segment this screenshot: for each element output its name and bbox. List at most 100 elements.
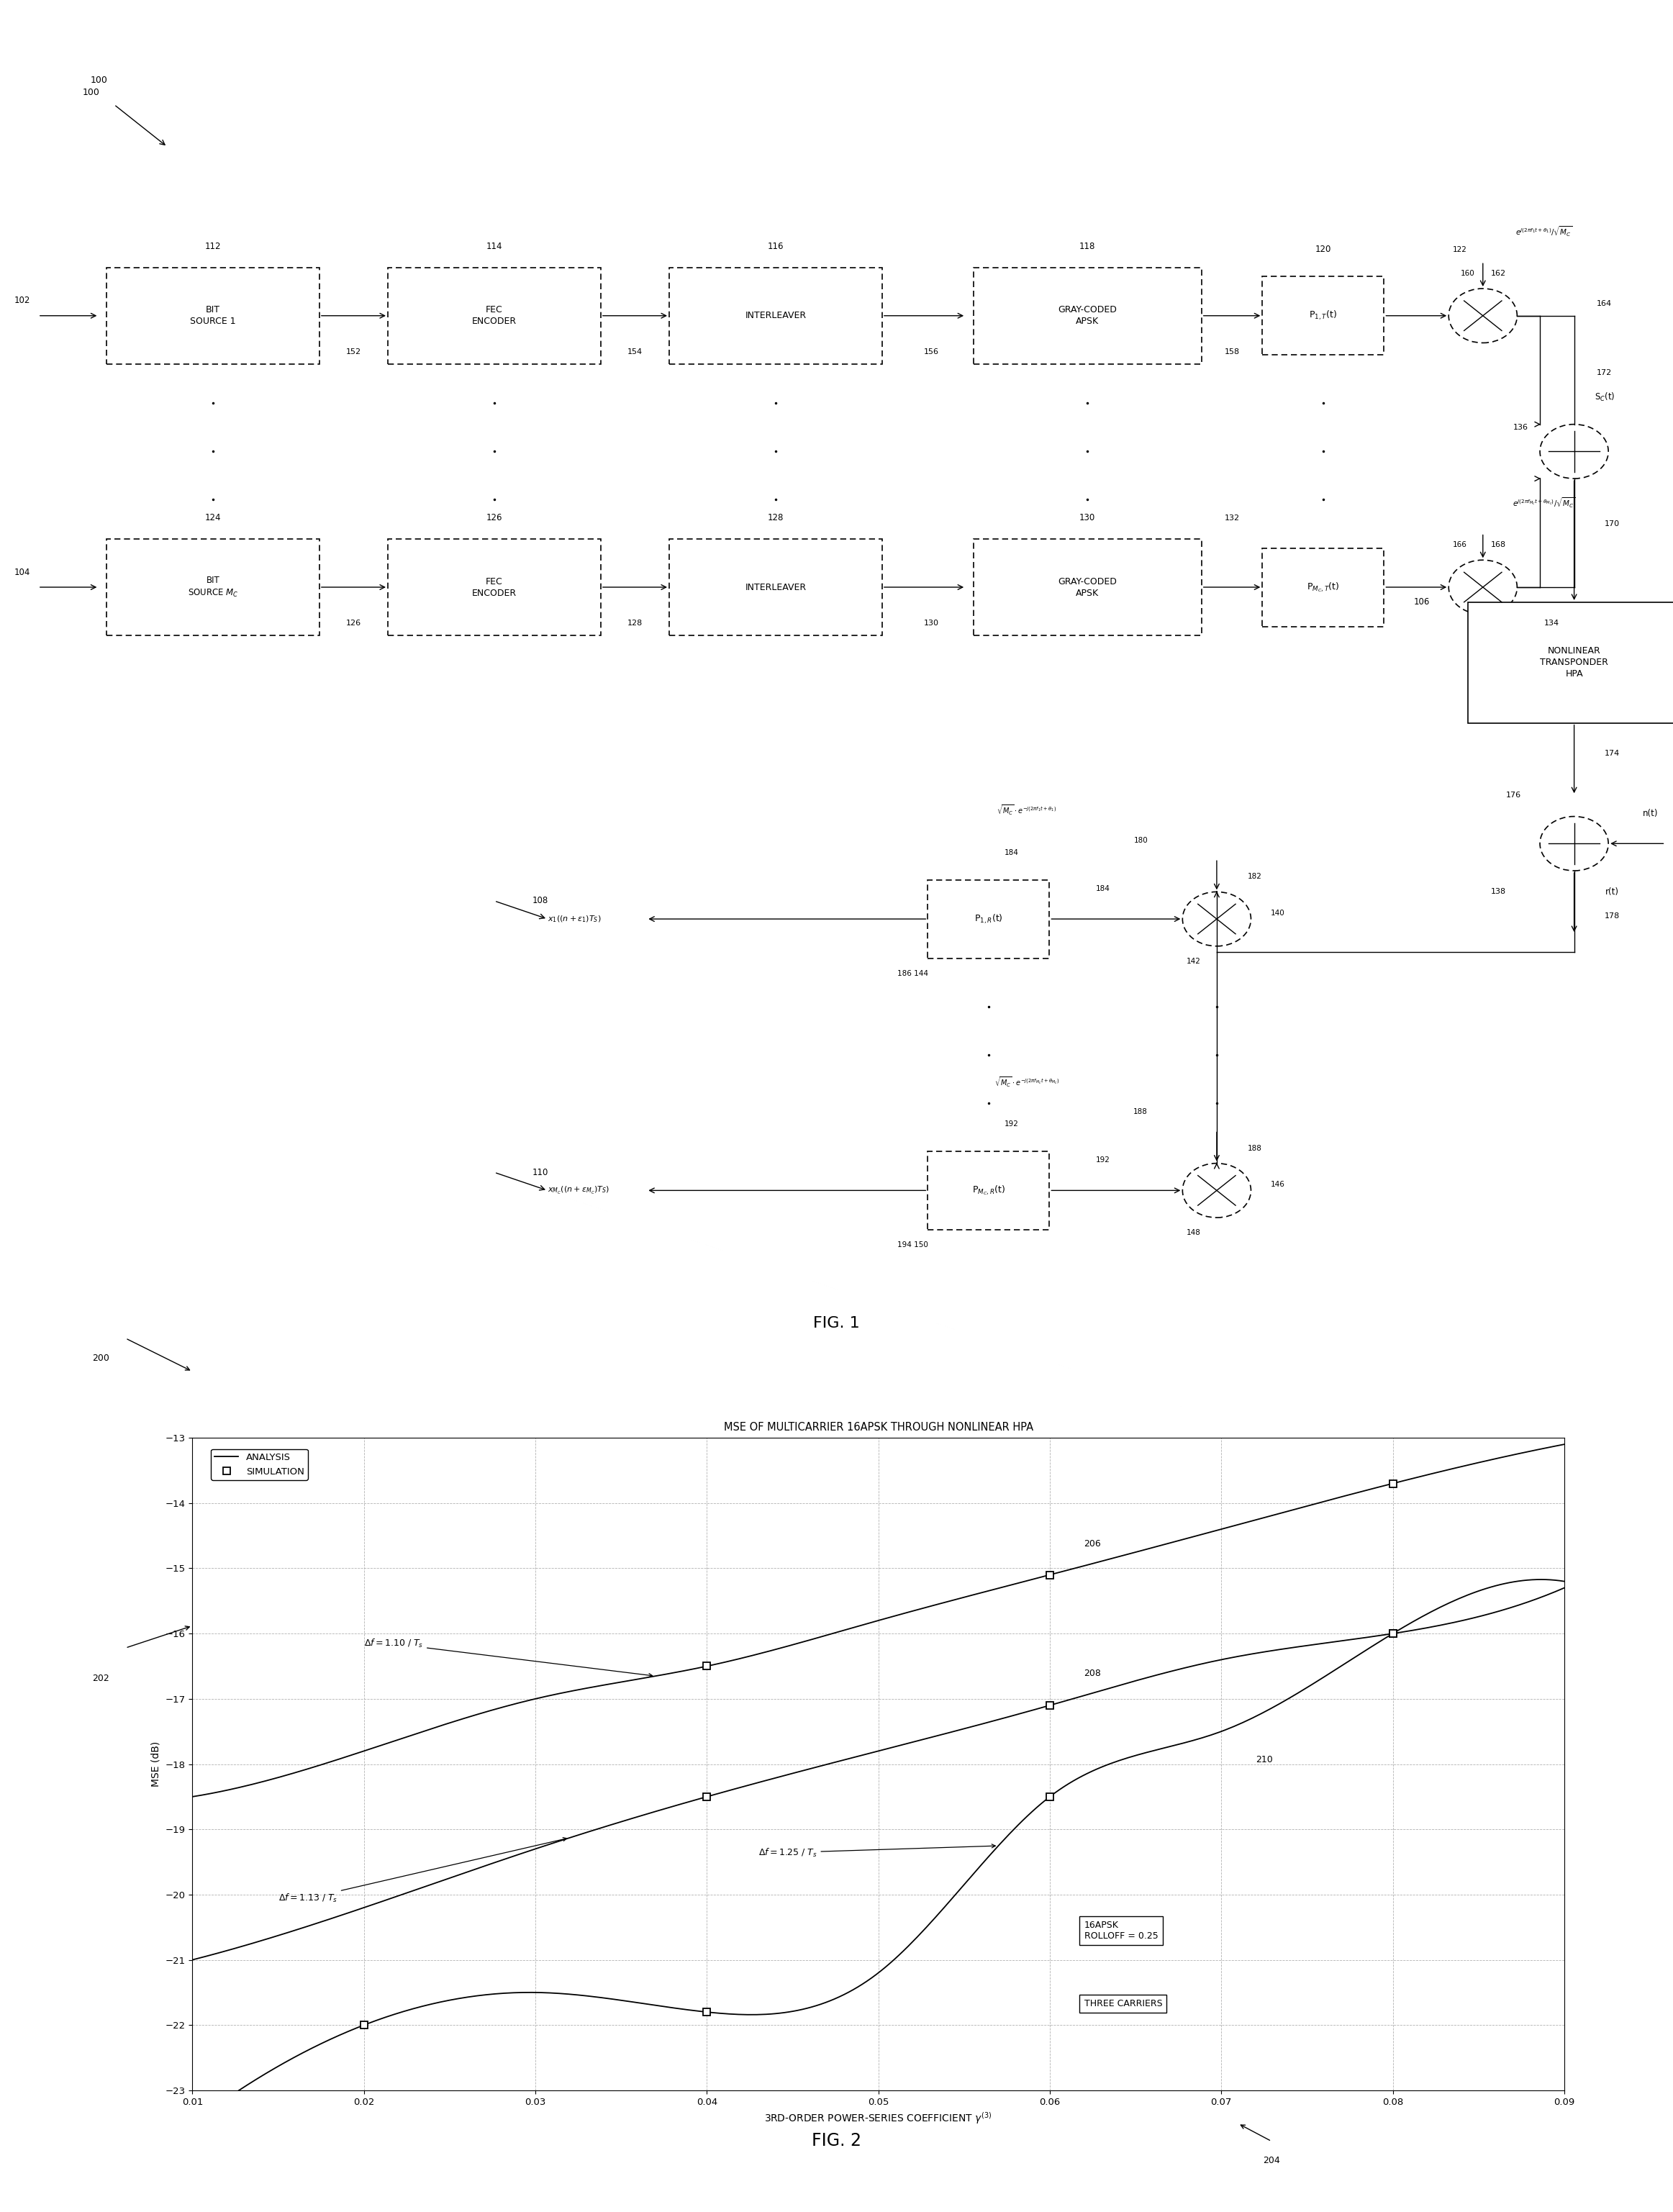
Text: n(t): n(t) bbox=[1643, 810, 1658, 818]
Title: MSE OF MULTICARRIER 16APSK THROUGH NONLINEAR HPA: MSE OF MULTICARRIER 16APSK THROUGH NONLI… bbox=[723, 1422, 1034, 1433]
Text: 140: 140 bbox=[1270, 909, 1285, 916]
Text: r(t): r(t) bbox=[1606, 887, 1619, 896]
FancyBboxPatch shape bbox=[1467, 602, 1673, 723]
Text: GRAY-CODED
APSK: GRAY-CODED APSK bbox=[1057, 305, 1118, 325]
Text: 176: 176 bbox=[1506, 792, 1521, 799]
Text: 126: 126 bbox=[487, 513, 502, 522]
X-axis label: 3RD-ORDER POWER-SERIES COEFFICIENT $\gamma^{(3)}$: 3RD-ORDER POWER-SERIES COEFFICIENT $\gam… bbox=[765, 2110, 992, 2126]
Text: 122: 122 bbox=[1452, 246, 1467, 252]
Text: 186 144: 186 144 bbox=[897, 969, 929, 978]
FancyBboxPatch shape bbox=[107, 268, 320, 365]
Text: P$_{M_C,R}$(t): P$_{M_C,R}$(t) bbox=[972, 1183, 1005, 1197]
FancyBboxPatch shape bbox=[1263, 549, 1384, 626]
FancyBboxPatch shape bbox=[669, 268, 882, 365]
Text: 164: 164 bbox=[1598, 301, 1613, 307]
Text: FIG. 1: FIG. 1 bbox=[813, 1316, 860, 1329]
Text: 194 150: 194 150 bbox=[897, 1241, 929, 1248]
Text: 16APSK
ROLLOFF = 0.25: 16APSK ROLLOFF = 0.25 bbox=[1084, 1920, 1158, 1940]
Text: FEC
ENCODER: FEC ENCODER bbox=[472, 577, 517, 597]
Text: $x_{M_C}((n+\epsilon_{M_C})T_S)$: $x_{M_C}((n+\epsilon_{M_C})T_S)$ bbox=[547, 1186, 609, 1197]
Text: 202: 202 bbox=[92, 1674, 109, 1683]
Text: 114: 114 bbox=[487, 241, 502, 250]
Text: 112: 112 bbox=[204, 241, 221, 250]
Text: 208: 208 bbox=[1084, 1668, 1101, 1679]
Text: 170: 170 bbox=[1604, 520, 1619, 526]
Text: 124: 124 bbox=[204, 513, 221, 522]
Circle shape bbox=[1449, 288, 1517, 343]
Text: $\Delta f = 1.13$ / $T_s$: $\Delta f = 1.13$ / $T_s$ bbox=[278, 1838, 567, 1905]
FancyBboxPatch shape bbox=[974, 540, 1201, 635]
Text: 102: 102 bbox=[15, 296, 30, 305]
Y-axis label: MSE (dB): MSE (dB) bbox=[151, 1741, 161, 1787]
Text: FIG. 2: FIG. 2 bbox=[811, 2132, 862, 2150]
FancyBboxPatch shape bbox=[929, 1150, 1049, 1230]
Text: $\Delta f = 1.10$ / $T_s$: $\Delta f = 1.10$ / $T_s$ bbox=[365, 1637, 652, 1677]
Text: 204: 204 bbox=[1263, 2157, 1280, 2166]
Text: INTERLEAVER: INTERLEAVER bbox=[744, 582, 806, 593]
Circle shape bbox=[1539, 425, 1608, 478]
Text: 120: 120 bbox=[1315, 246, 1332, 254]
Text: BIT
SOURCE 1: BIT SOURCE 1 bbox=[191, 305, 236, 325]
Text: 174: 174 bbox=[1604, 750, 1619, 757]
Text: BIT
SOURCE $M_C$: BIT SOURCE $M_C$ bbox=[187, 575, 238, 599]
FancyBboxPatch shape bbox=[107, 540, 320, 635]
Text: 188: 188 bbox=[1248, 1144, 1261, 1152]
Text: 158: 158 bbox=[1225, 347, 1240, 356]
Text: 130: 130 bbox=[923, 619, 939, 626]
Text: 192: 192 bbox=[1004, 1121, 1019, 1128]
Text: 200: 200 bbox=[92, 1354, 109, 1363]
Text: 134: 134 bbox=[1544, 619, 1559, 626]
FancyBboxPatch shape bbox=[388, 540, 601, 635]
Text: S$_C$(t): S$_C$(t) bbox=[1594, 392, 1614, 403]
Text: $\Delta f = 1.25$ / $T_s$: $\Delta f = 1.25$ / $T_s$ bbox=[758, 1845, 995, 1858]
Text: $e^{j(2\pi f_1 t+\theta_1)}/\sqrt{M_C}$: $e^{j(2\pi f_1 t+\theta_1)}/\sqrt{M_C}$ bbox=[1516, 226, 1573, 239]
Text: 100: 100 bbox=[90, 75, 107, 84]
Text: FEC
ENCODER: FEC ENCODER bbox=[472, 305, 517, 325]
Text: 160: 160 bbox=[1461, 270, 1476, 276]
Text: THREE CARRIERS: THREE CARRIERS bbox=[1084, 2000, 1163, 2008]
Text: $e^{j(2\pi f_{M_C} t+\theta_{M_C})}/\sqrt{M_C}$: $e^{j(2\pi f_{M_C} t+\theta_{M_C})}/\sqr… bbox=[1512, 495, 1574, 509]
Text: 100: 100 bbox=[82, 88, 100, 97]
Text: 136: 136 bbox=[1514, 425, 1529, 431]
Text: 168: 168 bbox=[1491, 542, 1506, 549]
Text: 180: 180 bbox=[1134, 836, 1148, 845]
FancyBboxPatch shape bbox=[929, 880, 1049, 958]
Text: 106: 106 bbox=[1414, 597, 1430, 606]
Text: 162: 162 bbox=[1491, 270, 1506, 276]
Text: 126: 126 bbox=[346, 619, 361, 626]
Text: 166: 166 bbox=[1452, 542, 1467, 549]
Text: 146: 146 bbox=[1270, 1181, 1285, 1188]
Text: 108: 108 bbox=[532, 896, 549, 905]
FancyBboxPatch shape bbox=[669, 540, 882, 635]
Legend: ANALYSIS, SIMULATION: ANALYSIS, SIMULATION bbox=[211, 1449, 308, 1480]
Circle shape bbox=[1539, 816, 1608, 872]
Text: 152: 152 bbox=[346, 347, 361, 356]
Text: 178: 178 bbox=[1604, 911, 1619, 920]
Text: 184: 184 bbox=[1004, 849, 1019, 856]
Text: 148: 148 bbox=[1186, 1230, 1201, 1237]
Text: 184: 184 bbox=[1096, 885, 1109, 891]
Text: 110: 110 bbox=[532, 1168, 549, 1177]
Text: INTERLEAVER: INTERLEAVER bbox=[744, 312, 806, 321]
FancyBboxPatch shape bbox=[974, 268, 1201, 365]
Text: $\sqrt{M_C}\cdot e^{-j(2\pi f_1 t+\theta_1)}$: $\sqrt{M_C}\cdot e^{-j(2\pi f_1 t+\theta… bbox=[997, 803, 1056, 816]
Text: 154: 154 bbox=[627, 347, 642, 356]
Text: 130: 130 bbox=[1079, 513, 1096, 522]
Text: 128: 128 bbox=[627, 619, 642, 626]
Text: 210: 210 bbox=[1255, 1754, 1273, 1765]
Text: 128: 128 bbox=[768, 513, 783, 522]
Text: 192: 192 bbox=[1096, 1157, 1109, 1164]
Text: 188: 188 bbox=[1134, 1108, 1148, 1115]
Text: 118: 118 bbox=[1079, 241, 1096, 250]
Text: $\sqrt{M_C}\cdot e^{-j(2\pi f_{M_C}t+\theta_{M_C})}$: $\sqrt{M_C}\cdot e^{-j(2\pi f_{M_C}t+\th… bbox=[994, 1075, 1059, 1088]
Text: 142: 142 bbox=[1186, 958, 1201, 964]
Text: 132: 132 bbox=[1225, 513, 1240, 522]
Text: NONLINEAR
TRANSPONDER
HPA: NONLINEAR TRANSPONDER HPA bbox=[1541, 646, 1608, 679]
Text: 156: 156 bbox=[923, 347, 939, 356]
Text: 182: 182 bbox=[1248, 874, 1261, 880]
Text: P$_{1,T}$(t): P$_{1,T}$(t) bbox=[1310, 310, 1337, 323]
Text: GRAY-CODED
APSK: GRAY-CODED APSK bbox=[1057, 577, 1118, 597]
Circle shape bbox=[1183, 891, 1251, 947]
Text: P$_{M_C,T}$(t): P$_{M_C,T}$(t) bbox=[1307, 582, 1340, 593]
Text: P$_{1,R}$(t): P$_{1,R}$(t) bbox=[974, 914, 1002, 925]
